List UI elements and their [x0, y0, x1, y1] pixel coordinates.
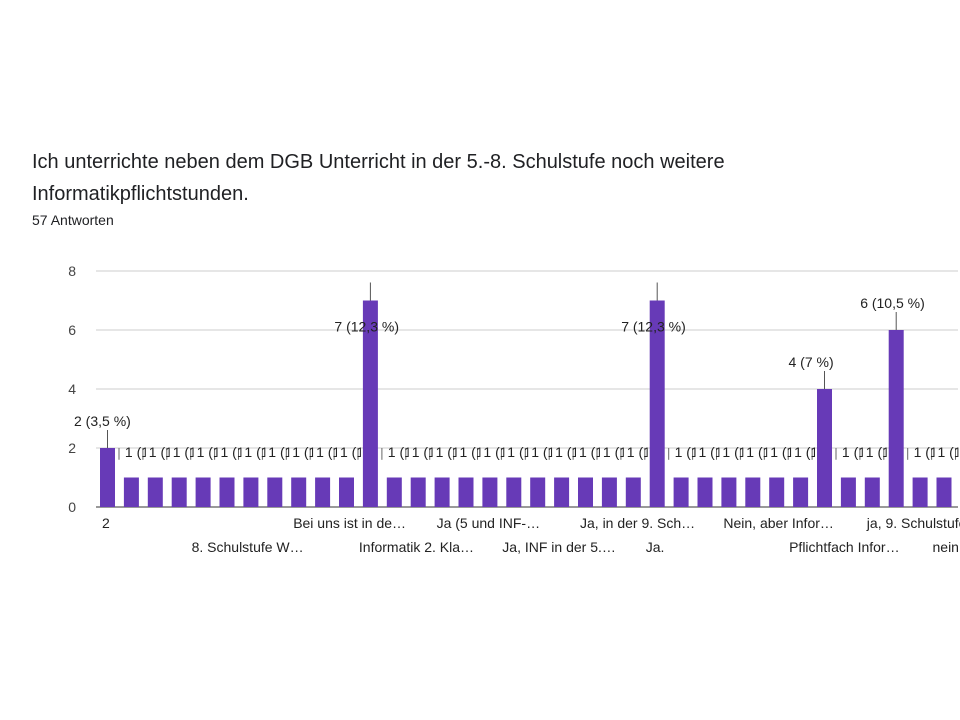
bar[interactable]: [888, 330, 904, 507]
x-tick-label: Ja (5 und INF-…: [437, 515, 540, 531]
data-label: 4 (7 %): [789, 354, 834, 370]
x-tick-label: 2: [102, 515, 110, 531]
response-count: 57 Antworten: [32, 212, 114, 228]
bar[interactable]: [721, 477, 737, 508]
bar[interactable]: [100, 448, 115, 507]
bar[interactable]: [793, 477, 809, 508]
y-tick-label: 8: [68, 263, 76, 279]
bar[interactable]: [936, 477, 952, 508]
x-tick-label: 8. Schulstufe W…: [192, 539, 304, 555]
chart-gridlines: [96, 270, 958, 508]
bar[interactable]: [673, 477, 689, 508]
data-label: 7 (12,3 %): [334, 319, 399, 335]
small-data-label: 1 (1,8 %): [722, 444, 779, 460]
question-title: Ich unterrichte neben dem DGB Unterricht…: [32, 151, 725, 205]
small-data-label: 1 (1,8 %): [268, 444, 325, 460]
small-data-label: 1 (1,8 %): [483, 444, 540, 460]
x-tick-label: Informatik 2. Kla…: [359, 539, 474, 555]
bar[interactable]: [530, 477, 546, 508]
bar[interactable]: [434, 477, 450, 508]
bar[interactable]: [864, 477, 880, 508]
bar[interactable]: [291, 477, 307, 508]
small-data-label: 1 (1,8 %): [675, 444, 732, 460]
small-data-label: 1 (1,8 %): [579, 444, 636, 460]
x-tick-label: Ja.: [646, 539, 665, 555]
small-data-label: 1 (1,8 %): [603, 444, 660, 460]
small-data-label: 1 (1,8 %): [292, 444, 349, 460]
bar[interactable]: [458, 477, 474, 508]
bar[interactable]: [482, 477, 498, 508]
bar[interactable]: [386, 477, 402, 508]
small-data-label: 1 (1,8 %): [316, 444, 373, 460]
bar[interactable]: [912, 477, 928, 508]
x-tick-label: nein nur Digital…: [933, 539, 960, 555]
bar[interactable]: [339, 477, 354, 508]
bar[interactable]: [745, 477, 761, 508]
small-data-label: 1 (1,8 %): [173, 444, 230, 460]
bar[interactable]: [697, 477, 713, 508]
bar[interactable]: [769, 477, 785, 508]
small-data-label: 1 (1,8 %): [412, 444, 469, 460]
y-axis-tick-labels: 0 2 4 6 8: [68, 263, 76, 515]
small-data-label: 1 (1,8 %): [221, 444, 278, 460]
small-data-label: 1 (1,8 %): [340, 444, 397, 460]
small-data-label: 1 (1,8 %): [125, 444, 182, 460]
bar[interactable]: [506, 477, 522, 508]
data-label: 6 (10,5 %): [860, 295, 925, 311]
x-tick-label: Nein, aber Infor…: [723, 515, 834, 531]
bar[interactable]: [362, 300, 378, 508]
small-data-label: 1 (1,8 %): [460, 444, 517, 460]
bar[interactable]: [219, 477, 235, 508]
y-tick-label: 4: [68, 381, 76, 397]
small-data-label: 1 (1,8 %): [149, 444, 206, 460]
small-data-label: 1 (1,8 %): [770, 444, 827, 460]
chart-data-labels: 1 (1,8 %)1 (1,8 %)1 (1,8 %)1 (1,8 %)1 (1…: [74, 282, 960, 460]
bar[interactable]: [578, 477, 593, 508]
small-data-label: 1 (1,8 %): [699, 444, 756, 460]
small-data-label: 1 (1,8 %): [388, 444, 445, 460]
x-tick-label: Ja, in der 9. Sch…: [580, 515, 695, 531]
bar[interactable]: [267, 477, 283, 508]
small-data-label: 1 (1,8 %): [244, 444, 301, 460]
bar[interactable]: [554, 477, 570, 508]
small-data-label: 1 (1,8 %): [938, 444, 960, 460]
bar[interactable]: [243, 477, 259, 508]
small-data-label: 1 (1,8 %): [197, 444, 254, 460]
small-data-label: 1 (1,8 %): [914, 444, 960, 460]
small-data-label: 1 (1,8 %): [866, 444, 923, 460]
small-data-label: 1 (1,8 %): [507, 444, 564, 460]
data-label: 2 (3,5 %): [74, 413, 131, 429]
bar[interactable]: [840, 477, 856, 508]
y-tick-label: 6: [68, 322, 76, 338]
x-tick-label: Bei uns ist in de…: [293, 515, 406, 531]
chart-bars: [100, 300, 956, 508]
small-data-label: 1 (1,8 %): [436, 444, 493, 460]
data-label: 7 (12,3 %): [621, 319, 686, 335]
small-data-label: 1 (1,8 %): [842, 444, 899, 460]
x-tick-label: ja, 9. Schulstufe: [866, 515, 960, 531]
small-data-label: 1 (1,8 %): [794, 444, 851, 460]
bar[interactable]: [601, 477, 617, 508]
bar[interactable]: [315, 477, 331, 508]
x-tick-label: Ja, INF in der 5.…: [502, 539, 616, 555]
bar[interactable]: [649, 300, 665, 508]
small-data-label: 1 (1,8 %): [555, 444, 612, 460]
y-tick-label: 0: [68, 499, 76, 515]
bar[interactable]: [410, 477, 426, 508]
small-data-label: 1 (1,8 %): [746, 444, 803, 460]
bar[interactable]: [817, 389, 832, 507]
x-tick-label: Pflichtfach Infor…: [789, 539, 900, 555]
small-data-label: 1 (1,8 %): [531, 444, 588, 460]
bar[interactable]: [171, 477, 187, 508]
x-axis-tick-labels: 2 Bei uns ist in de… Ja (5 und INF-… Ja, in…: [102, 515, 960, 555]
y-tick-label: 2: [68, 440, 76, 456]
bar[interactable]: [195, 477, 211, 508]
bar[interactable]: [147, 477, 163, 508]
bar[interactable]: [123, 477, 139, 508]
small-data-label: 1 (1,8 %): [627, 444, 684, 460]
bar[interactable]: [625, 477, 641, 508]
